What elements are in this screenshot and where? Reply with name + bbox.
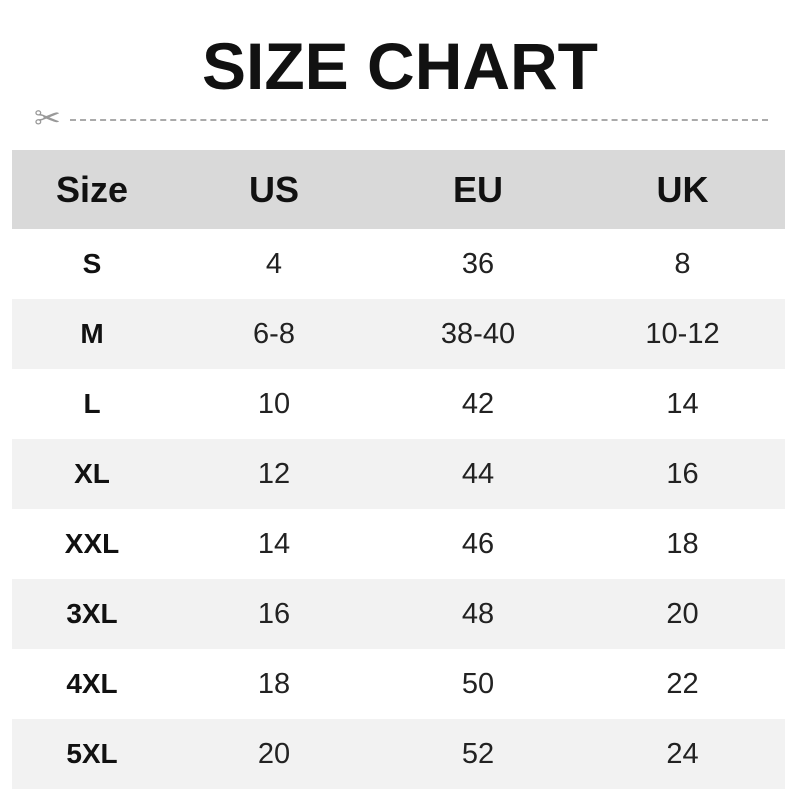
cell-us: 12 [172, 439, 376, 509]
cell-size: 3XL [12, 579, 172, 649]
scissors-icon: ✂ [34, 100, 61, 136]
table-row: L 10 42 14 [12, 369, 785, 439]
cell-eu: 50 [461, 667, 495, 700]
cell-us: 6-8 [172, 299, 376, 369]
page-title: SIZE CHART [202, 29, 598, 103]
header-eu: EU [376, 150, 580, 229]
cell-us: 14 [257, 527, 291, 560]
cell-size: XXL [64, 528, 120, 559]
cell-uk: 16 [580, 439, 785, 509]
cell-size: M [12, 299, 172, 369]
cell-eu: 52 [376, 719, 580, 789]
cell-us: 4 [265, 247, 283, 280]
cell-uk: 8 [674, 247, 691, 280]
cell-eu: 46 [461, 527, 495, 560]
cell-size: 4XL [66, 668, 118, 699]
header-uk: UK [580, 150, 785, 229]
cell-uk: 22 [666, 667, 699, 700]
table-row: XL 12 44 16 [12, 439, 785, 509]
table-row: XXL 14 46 18 [12, 509, 785, 579]
cell-eu: 38-40 [376, 299, 580, 369]
header-us: US [172, 150, 376, 229]
table-row: 5XL 20 52 24 [12, 719, 785, 789]
cell-uk: 18 [666, 527, 699, 560]
table-row: 3XL 16 48 20 [12, 579, 785, 649]
dashed-line [70, 119, 768, 121]
cell-uk: 24 [580, 719, 785, 789]
cell-uk: 20 [580, 579, 785, 649]
header-row: Size US EU UK [12, 150, 785, 229]
cell-size: L [83, 388, 101, 419]
cell-us: 20 [172, 719, 376, 789]
cell-size: 5XL [12, 719, 172, 789]
table-row: S 4 36 8 [12, 229, 785, 299]
cell-uk: 14 [666, 387, 699, 420]
cell-us: 16 [172, 579, 376, 649]
table-row: M 6-8 38-40 10-12 [12, 299, 785, 369]
cell-eu: 44 [376, 439, 580, 509]
cell-eu: 36 [461, 247, 495, 280]
cell-size: XL [12, 439, 172, 509]
header-size: Size [12, 150, 172, 229]
size-chart-table: Size US EU UK S 4 36 8 M 6-8 38-40 10-12 L 10 42 14… [12, 150, 785, 789]
table-row: 4XL 18 50 22 [12, 649, 785, 719]
cell-size: S [82, 248, 102, 279]
cell-us: 10 [257, 387, 291, 420]
cell-uk: 10-12 [580, 299, 785, 369]
cell-us: 18 [257, 667, 291, 700]
cell-eu: 42 [461, 387, 495, 420]
cut-line-divider: ✂ [34, 102, 774, 134]
cell-eu: 48 [376, 579, 580, 649]
